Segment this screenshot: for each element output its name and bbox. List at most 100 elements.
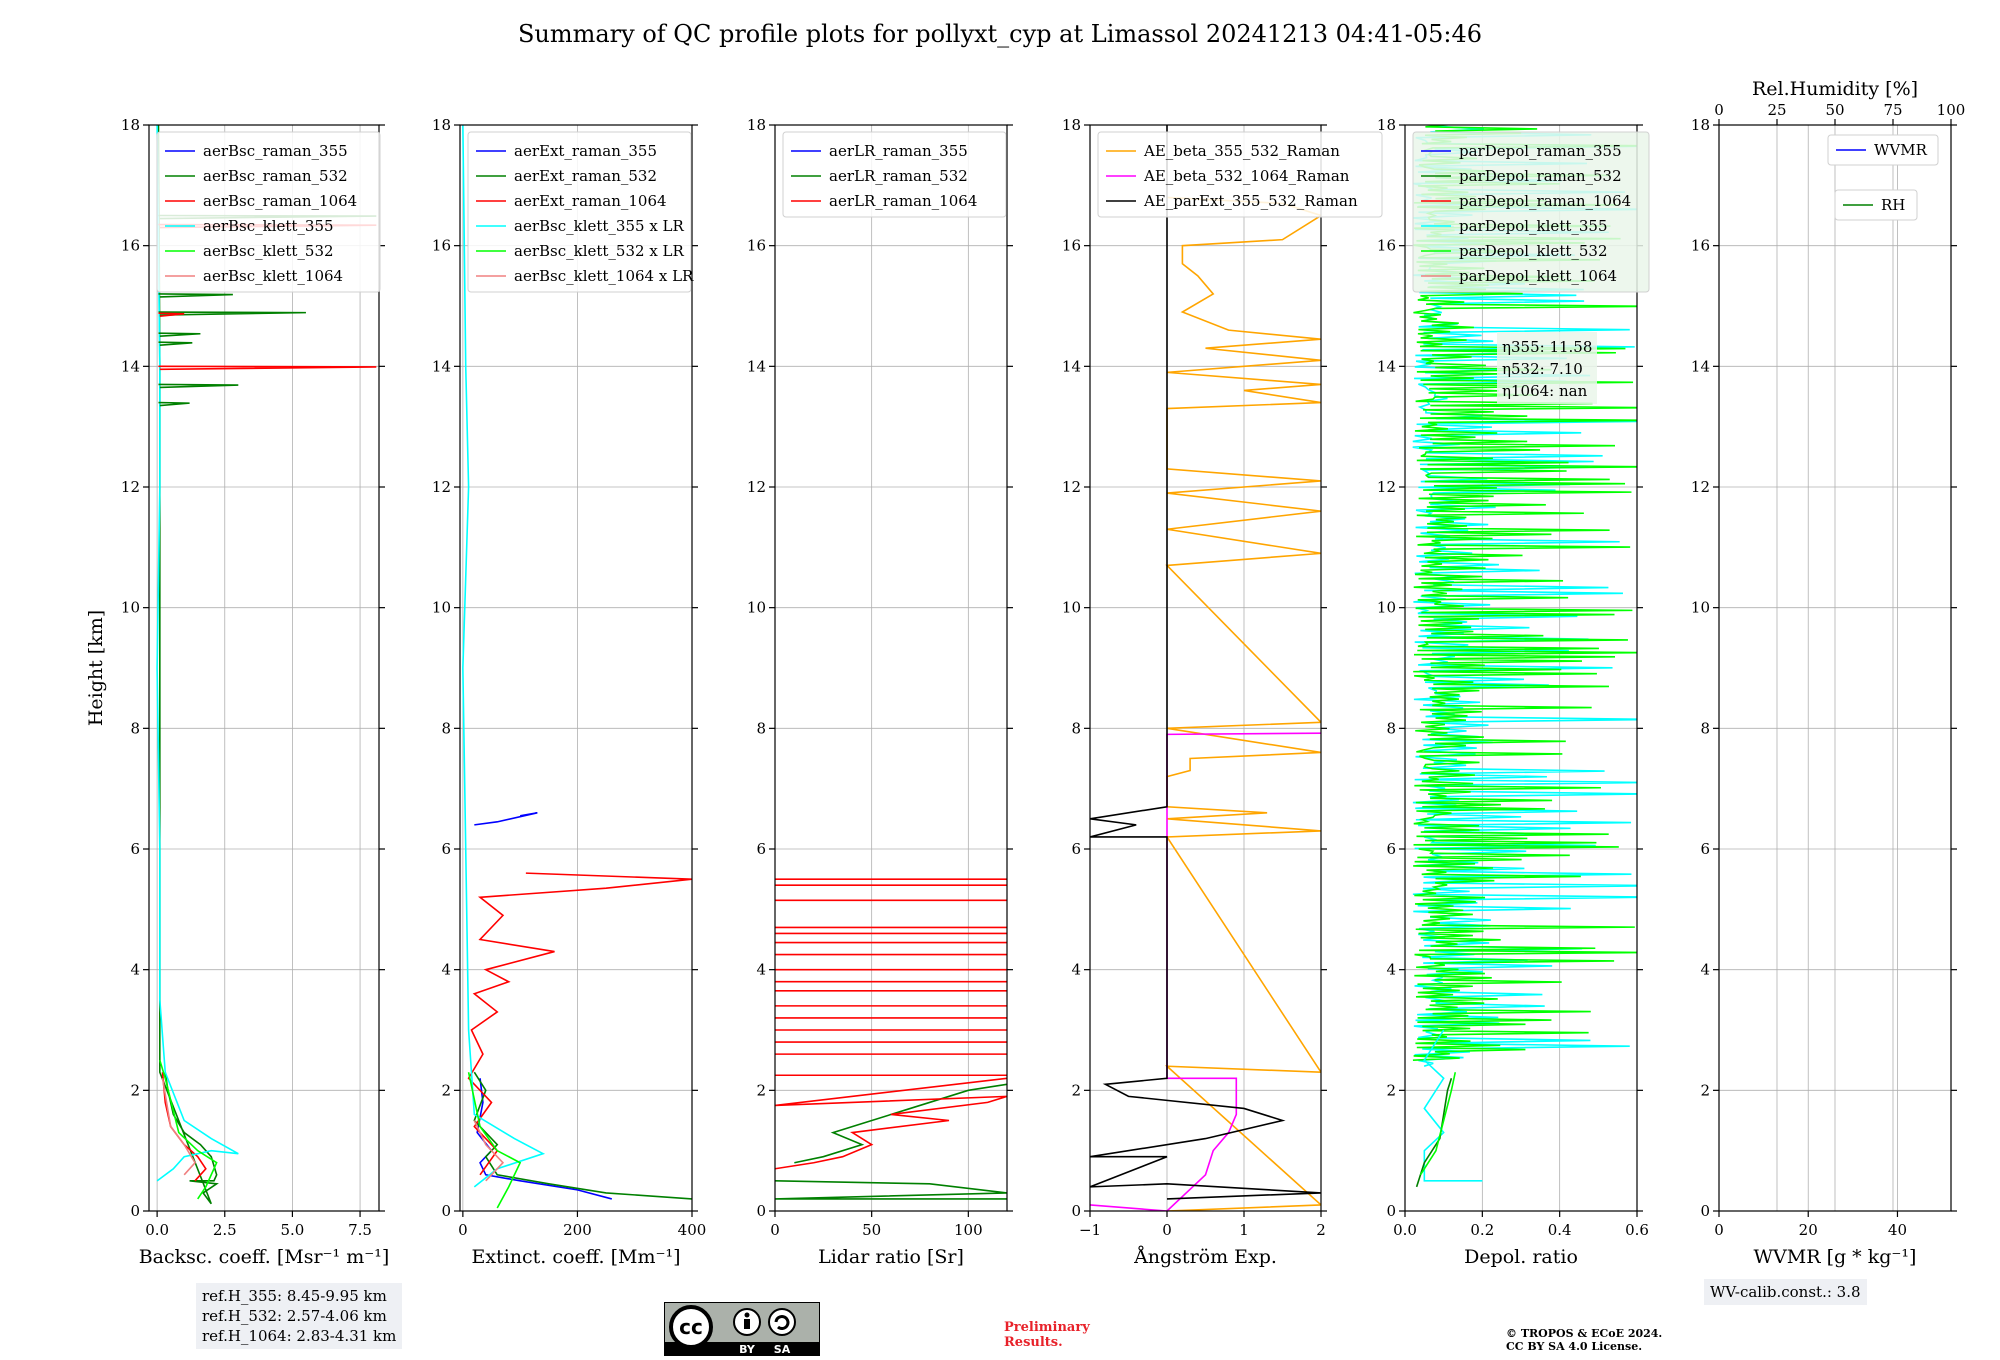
x-axis-label: Backsc. coeff. [Msr⁻¹ m⁻¹] — [139, 1246, 390, 1268]
x-axis-label: Ångström Exp. — [1133, 1246, 1277, 1268]
legend-box — [782, 131, 1007, 218]
x-tick-label: 400 — [678, 1221, 707, 1239]
y-tick-label: 18 — [1062, 116, 1081, 134]
eta-annotation: η355: 11.58 — [1502, 338, 1592, 356]
series-aerLR_raman_1064 — [775, 1077, 1007, 1170]
series-spike — [158, 365, 377, 371]
cc-icon — [669, 1305, 713, 1349]
y-axis-label: Height [km] — [85, 610, 107, 726]
legend-box — [467, 131, 692, 293]
y-tick-label: 8 — [756, 719, 766, 737]
panel-lr: 0 2 4 6 8 10 12 14 16 18 0 50 100 Lidar ratio [Sr] aer… — [747, 116, 1013, 1268]
y-tick-label: 2 — [756, 1081, 766, 1099]
y-tick-label: 4 — [1386, 961, 1396, 979]
y-tick-label: 6 — [756, 840, 766, 858]
cc-icon-label: cc — [679, 1315, 703, 1339]
legend-entry: aerBsc_klett_532 x LR — [514, 242, 685, 260]
x-tick-label: 0.2 — [1470, 1221, 1494, 1239]
y-tick-label: 14 — [747, 357, 766, 375]
y-tick-label: 8 — [1386, 719, 1396, 737]
series-aerBsc_klett_1064 — [161, 1078, 196, 1176]
y-tick-label: 8 — [1071, 719, 1081, 737]
y-tick-label: 2 — [1386, 1081, 1396, 1099]
series-aerBsc_klett_532 x LR — [467, 1072, 522, 1209]
y-tick-label: 6 — [1071, 840, 1081, 858]
legend-entry: AE_parExt_355_532_Raman — [1143, 192, 1358, 210]
legend-entry: aerBsc_raman_532 — [203, 167, 348, 185]
axes-frame — [148, 124, 380, 1212]
x-tick-label: 2 — [1316, 1221, 1326, 1239]
series-aerBsc_klett_355 — [156, 125, 239, 1182]
y-tick-label: 10 — [432, 599, 451, 617]
y-tick-label: 18 — [1691, 116, 1710, 134]
legend-entry: aerBsc_klett_355 — [203, 217, 334, 235]
figure-title: Summary of QC profile plots for pollyxt_… — [517, 20, 1483, 48]
y-tick-label: 8 — [130, 719, 140, 737]
legend-entry: aerLR_raman_355 — [829, 142, 968, 160]
y-tick-label: 10 — [121, 599, 140, 617]
legend-entry: parDepol_raman_1064 — [1459, 192, 1631, 210]
y-tick-label: 14 — [432, 357, 451, 375]
copyright-line1: © TROPOS & ECoE 2024. — [1506, 1327, 1663, 1340]
y-tick-label: 4 — [130, 961, 140, 979]
series-spike — [158, 341, 193, 347]
series-aerExt_raman_355 — [476, 1078, 613, 1200]
y-tick-label: 10 — [1691, 599, 1710, 617]
legend-entry: parDepol_raman_355 — [1459, 142, 1622, 160]
y-tick-label: 18 — [1377, 116, 1396, 134]
plot-area — [1090, 125, 1321, 1211]
panel-dep: 0 2 4 6 8 10 12 14 16 18 0.0 0.2 0.4 0.6 Depol. ratio p… — [1377, 116, 1650, 1268]
legend-entry: aerExt_raman_355 — [514, 142, 657, 160]
x-tick-label: 20 — [1799, 1221, 1818, 1239]
eta-annotation: η1064: nan — [1502, 382, 1588, 400]
series-spike — [158, 293, 233, 298]
x-tick-label: 5.0 — [280, 1221, 304, 1239]
legend-box — [1412, 131, 1650, 293]
top-x-tick-label: 100 — [1937, 101, 1966, 119]
legend-entry: aerExt_raman_532 — [514, 167, 657, 185]
series-aerBsc_raman_532 — [157, 125, 219, 1205]
y-tick-label: 4 — [756, 961, 766, 979]
y-tick-label: 6 — [1386, 840, 1396, 858]
y-tick-label: 0 — [756, 1202, 766, 1220]
x-tick-label: 0 — [1162, 1221, 1172, 1239]
legend-entry: RH — [1881, 196, 1905, 214]
x-tick-label: 0 — [458, 1221, 468, 1239]
legend-entry: parDepol_klett_1064 — [1459, 267, 1617, 285]
y-tick-label: 2 — [1700, 1081, 1710, 1099]
refh-532: ref.H_532: 2.57-4.06 km — [202, 1307, 387, 1325]
axes-frame — [774, 124, 1008, 1212]
series-parDepol_klett_355 — [1423, 1029, 1483, 1182]
y-tick-label: 12 — [121, 478, 140, 496]
y-tick-label: 14 — [1691, 357, 1710, 375]
x-tick-label: 0.4 — [1548, 1221, 1572, 1239]
series-aerLR_raman_532_b — [794, 1083, 1007, 1164]
y-tick-label: 8 — [1700, 719, 1710, 737]
y-tick-label: 18 — [121, 116, 140, 134]
series-parDepol_klett_532 — [1419, 1072, 1457, 1176]
copyright-line2: CC BY SA 4.0 License. — [1506, 1340, 1643, 1353]
axes-frame — [1404, 124, 1638, 1212]
axes-frame — [1089, 124, 1322, 1212]
y-tick-label: 14 — [1377, 357, 1396, 375]
y-tick-label: 12 — [1377, 478, 1396, 496]
y-tick-label: 0 — [1700, 1202, 1710, 1220]
legend-entry: aerExt_raman_1064 — [514, 192, 667, 210]
cc-license-badge[interactable]: cc BY SA — [664, 1302, 820, 1356]
top-x-tick-label: 50 — [1825, 101, 1844, 119]
series-aerLR_raman_532 — [775, 1180, 1007, 1200]
y-tick-label: 10 — [1062, 599, 1081, 617]
wv-calib-box: WV-calib.const.: 3.8 — [1704, 1279, 1867, 1305]
x-tick-label: 0.6 — [1625, 1221, 1649, 1239]
y-tick-label: 10 — [1377, 599, 1396, 617]
reference-height-box: ref.H_355: 8.45-9.95 km ref.H_532: 2.57-… — [196, 1283, 403, 1349]
plot-area — [462, 125, 692, 1209]
y-tick-label: 14 — [121, 357, 140, 375]
y-tick-label: 6 — [130, 840, 140, 858]
x-tick-label: −1 — [1079, 1221, 1101, 1239]
y-tick-label: 0 — [1071, 1202, 1081, 1220]
legend-entry: aerBsc_klett_1064 — [203, 267, 343, 285]
top-x-tick-label: 75 — [1883, 101, 1902, 119]
